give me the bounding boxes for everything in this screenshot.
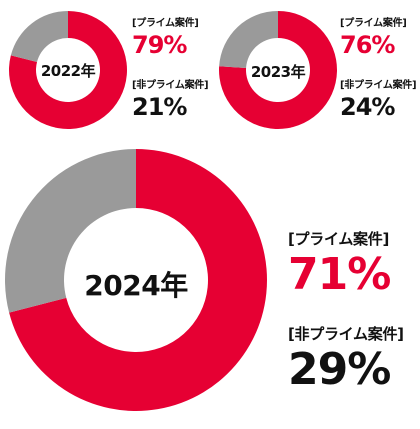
label-2024-non-prime: [非プライム案件] xyxy=(288,325,404,343)
value-2022-prime: 79% xyxy=(132,31,187,59)
donut-2022-slice-non-prime xyxy=(10,11,69,63)
donut-2024-slice-prime xyxy=(9,149,268,411)
donut-2023-slice-non-prime xyxy=(219,11,278,68)
donut-2023-svg xyxy=(219,11,337,129)
label-2022-non-prime: [非プライム案件] xyxy=(132,80,209,91)
value-2022-non-prime: 21% xyxy=(132,93,187,121)
donut-2023-slice-prime xyxy=(219,11,337,129)
donut-2022-svg xyxy=(8,11,127,129)
donut-chart-2023: 2023年 xyxy=(218,10,338,130)
label-2024-prime: [プライム案件] xyxy=(288,230,390,248)
value-2024-non-prime: 29% xyxy=(288,344,391,395)
label-2022-prime: [プライム案件] xyxy=(132,18,199,29)
chart-2022-title: 2022年 xyxy=(40,62,96,80)
label-2023-prime: [プライム案件] xyxy=(340,18,407,29)
label-2023-non-prime: [非プライム案件] xyxy=(340,80,417,91)
donut-2022-slice-prime xyxy=(8,11,127,129)
donut-2024-slice-non-prime xyxy=(4,149,136,313)
value-2023-prime: 76% xyxy=(340,31,395,59)
value-2024-prime: 71% xyxy=(288,249,391,300)
value-2023-non-prime: 24% xyxy=(340,93,395,121)
chart-2024-title: 2024年 xyxy=(84,269,188,302)
donut-2024-svg xyxy=(4,149,268,411)
chart-2023-title: 2023年 xyxy=(250,63,306,81)
donut-chart-2022: 2022年 xyxy=(8,10,128,130)
donut-chart-2024: 2024年 xyxy=(4,148,268,412)
